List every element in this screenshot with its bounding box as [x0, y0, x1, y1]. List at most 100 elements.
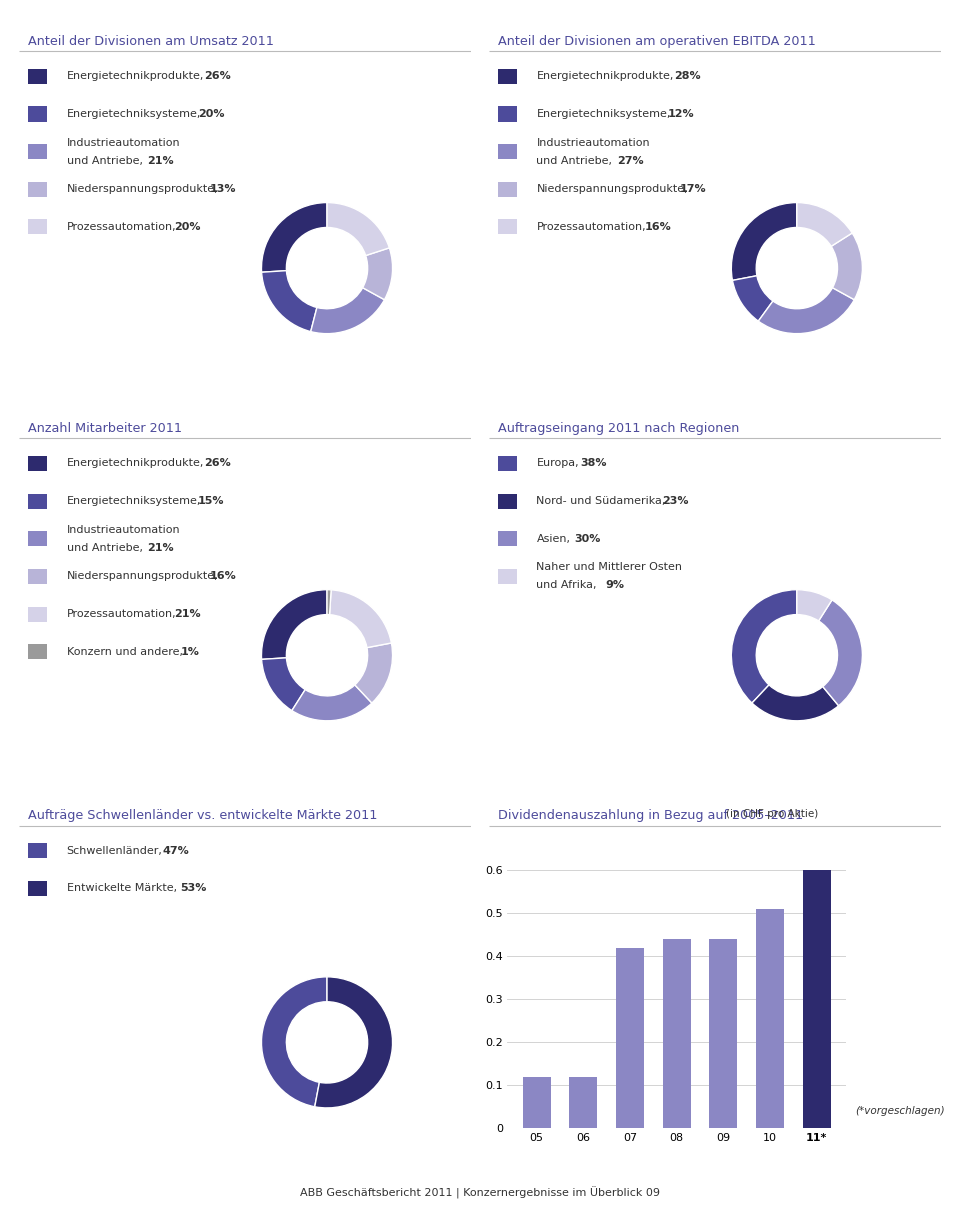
Bar: [28, 493, 47, 509]
Wedge shape: [327, 202, 390, 256]
Wedge shape: [329, 590, 392, 648]
Wedge shape: [327, 590, 331, 615]
Text: Industrieautomation: Industrieautomation: [66, 138, 180, 147]
Bar: [498, 68, 517, 84]
Text: 21%: 21%: [175, 609, 202, 619]
Text: 16%: 16%: [644, 222, 671, 231]
Bar: [498, 493, 517, 509]
Wedge shape: [261, 202, 327, 273]
Bar: [756, 909, 784, 1128]
Text: Entwickelte Märkte,: Entwickelte Märkte,: [66, 883, 177, 893]
Text: Niederspannungsprodukte,: Niederspannungsprodukte,: [66, 184, 218, 194]
Bar: [662, 939, 690, 1128]
Text: 47%: 47%: [163, 845, 190, 855]
Wedge shape: [355, 643, 393, 703]
Bar: [498, 181, 517, 197]
Wedge shape: [732, 202, 797, 280]
Text: ABB Geschäftsbericht 2011 | Konzernergebnisse im Überblick 09: ABB Geschäftsbericht 2011 | Konzernergeb…: [300, 1186, 660, 1199]
Text: (*vorgeschlagen): (*vorgeschlagen): [855, 1106, 946, 1116]
Text: Industrieautomation: Industrieautomation: [537, 138, 650, 147]
Wedge shape: [732, 275, 773, 322]
Wedge shape: [311, 287, 384, 334]
Bar: [498, 106, 517, 122]
Bar: [28, 607, 47, 621]
Text: Aufträge Schwellenländer vs. entwickelte Märkte 2011: Aufträge Schwellenländer vs. entwickelte…: [28, 810, 377, 822]
Wedge shape: [261, 658, 305, 710]
Bar: [498, 569, 517, 583]
Text: 9%: 9%: [606, 580, 625, 591]
Text: 20%: 20%: [198, 108, 225, 119]
Text: 26%: 26%: [204, 458, 230, 469]
Bar: [28, 531, 47, 547]
Text: 1%: 1%: [180, 647, 200, 657]
Bar: [28, 569, 47, 583]
Bar: [498, 144, 517, 160]
Text: und Antriebe,: und Antriebe,: [537, 156, 612, 166]
Text: Anteil der Divisionen am operativen EBITDA 2011: Anteil der Divisionen am operativen EBIT…: [498, 35, 816, 49]
Wedge shape: [797, 590, 832, 621]
Bar: [28, 644, 47, 659]
Text: 21%: 21%: [148, 543, 174, 553]
Bar: [28, 68, 47, 84]
Wedge shape: [831, 233, 862, 300]
Text: Europa,: Europa,: [537, 458, 579, 469]
Bar: [28, 456, 47, 471]
Text: Energietechnikprodukte,: Energietechnikprodukte,: [66, 458, 204, 469]
Text: und Antriebe,: und Antriebe,: [66, 543, 143, 553]
Wedge shape: [797, 202, 852, 246]
Bar: [803, 871, 830, 1128]
Text: 21%: 21%: [148, 156, 174, 166]
Text: und Antriebe,: und Antriebe,: [66, 156, 143, 166]
Bar: [709, 939, 737, 1128]
Text: Prozessautomation,: Prozessautomation,: [66, 609, 177, 619]
Wedge shape: [292, 685, 372, 721]
Bar: [616, 948, 644, 1128]
Wedge shape: [315, 977, 393, 1108]
Text: 16%: 16%: [210, 571, 236, 581]
Wedge shape: [363, 247, 393, 300]
Text: Asien,: Asien,: [537, 533, 570, 543]
Text: 12%: 12%: [668, 108, 694, 119]
Text: 30%: 30%: [574, 533, 600, 543]
Bar: [28, 881, 47, 895]
Wedge shape: [819, 600, 862, 705]
Text: Schwellenländer,: Schwellenländer,: [66, 845, 162, 855]
Text: Energietechniksysteme,: Energietechniksysteme,: [66, 496, 201, 507]
Bar: [498, 456, 517, 471]
Text: Industrieautomation: Industrieautomation: [66, 525, 180, 535]
Text: 53%: 53%: [180, 883, 206, 893]
Wedge shape: [732, 590, 797, 703]
Text: Energietechniksysteme,: Energietechniksysteme,: [66, 108, 201, 119]
Text: und Afrika,: und Afrika,: [537, 580, 597, 591]
Text: 13%: 13%: [210, 184, 236, 194]
Text: 27%: 27%: [617, 156, 644, 166]
Wedge shape: [261, 977, 327, 1107]
Bar: [28, 843, 47, 859]
Text: Prozessautomation,: Prozessautomation,: [537, 222, 646, 231]
Bar: [28, 106, 47, 122]
Bar: [28, 144, 47, 160]
Text: Energietechnikprodukte,: Energietechnikprodukte,: [66, 72, 204, 82]
Text: Anteil der Divisionen am Umsatz 2011: Anteil der Divisionen am Umsatz 2011: [28, 35, 275, 49]
Text: Konzern und andere,: Konzern und andere,: [66, 647, 182, 657]
Bar: [498, 219, 517, 234]
Text: Prozessautomation,: Prozessautomation,: [66, 222, 177, 231]
Text: 15%: 15%: [198, 496, 225, 507]
Text: Niederspannungsprodukte,: Niederspannungsprodukte,: [66, 571, 218, 581]
Text: Anzahl Mitarbeiter 2011: Anzahl Mitarbeiter 2011: [28, 423, 182, 435]
Text: Nord- und Südamerika,: Nord- und Südamerika,: [537, 496, 666, 507]
Text: 23%: 23%: [662, 496, 688, 507]
Text: Naher und Mittlerer Osten: Naher und Mittlerer Osten: [537, 563, 683, 572]
Wedge shape: [752, 685, 839, 721]
Text: 38%: 38%: [580, 458, 607, 469]
Bar: [569, 1077, 597, 1128]
Text: Niederspannungsprodukte,: Niederspannungsprodukte,: [537, 184, 688, 194]
Text: (in CHF pro Aktie): (in CHF pro Aktie): [726, 810, 818, 820]
Text: Dividendenauszahlung in Bezug auf 2005–2011: Dividendenauszahlung in Bezug auf 2005–2…: [498, 810, 804, 822]
Bar: [522, 1077, 550, 1128]
Wedge shape: [261, 590, 327, 659]
Text: 28%: 28%: [674, 72, 701, 82]
Wedge shape: [261, 270, 317, 331]
Text: Energietechniksysteme,: Energietechniksysteme,: [537, 108, 671, 119]
Text: Auftragseingang 2011 nach Regionen: Auftragseingang 2011 nach Regionen: [498, 423, 739, 435]
